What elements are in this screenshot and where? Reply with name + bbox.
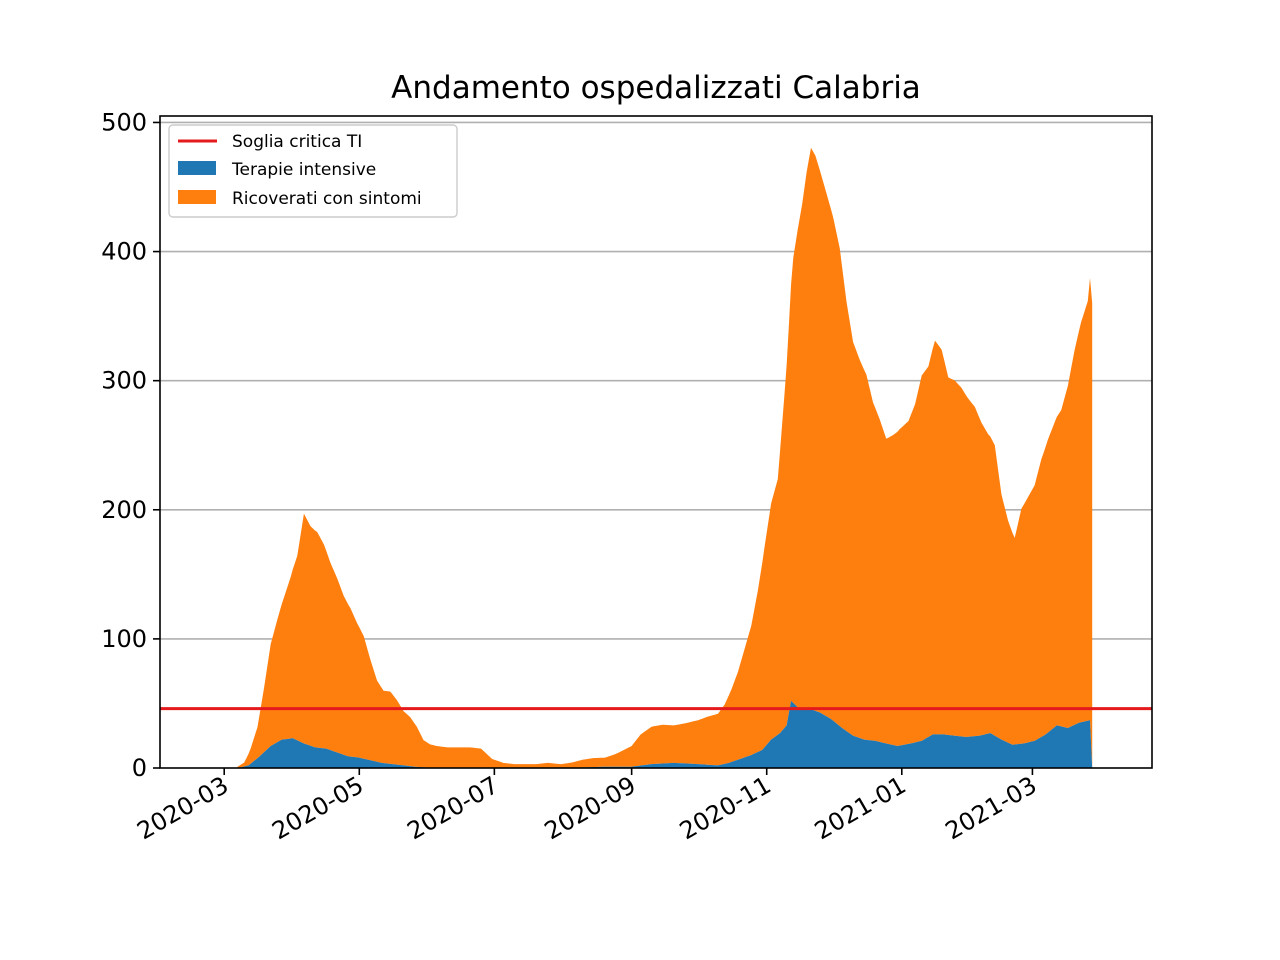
x-tick-label-3: 2020-09 bbox=[540, 771, 641, 845]
y-tick-label-2: 200 bbox=[101, 496, 147, 524]
y-tick-label-4: 400 bbox=[101, 238, 147, 266]
legend-label-soglia: Soglia critica TI bbox=[232, 132, 362, 152]
y-tick-label-1: 100 bbox=[101, 625, 147, 653]
legend-swatch-terapie bbox=[178, 161, 216, 175]
y-axis: 0 100 200 300 400 500 bbox=[101, 108, 160, 782]
plot-frame bbox=[159, 115, 1153, 769]
y-tick-label-5: 500 bbox=[101, 108, 147, 136]
legend-box bbox=[168, 124, 458, 218]
x-tick-label-0: 2020-03 bbox=[132, 771, 233, 845]
x-tick-label-4: 2020-11 bbox=[675, 771, 776, 845]
area-series bbox=[237, 147, 1093, 768]
chart-title: Andamento ospedalizzati Calabria bbox=[391, 70, 921, 106]
x-axis: 2020-03 2020-05 2020-07 2020-09 2020-11 2021-… bbox=[132, 768, 1041, 845]
area-series-0 bbox=[237, 700, 1093, 768]
x-tick-label-1: 2020-05 bbox=[267, 771, 368, 845]
x-tick-label-6: 2021-03 bbox=[941, 771, 1042, 845]
y-tick-label-3: 300 bbox=[101, 367, 147, 395]
legend-label-terapie: Terapie intensive bbox=[231, 160, 376, 180]
x-tick-label-5: 2021-01 bbox=[810, 771, 911, 845]
legend-swatch-ricoverati bbox=[178, 190, 216, 204]
legend-label-ricoverati: Ricoverati con sintomi bbox=[232, 189, 422, 209]
y-tick-label-0: 0 bbox=[132, 754, 147, 782]
area-series-1 bbox=[237, 147, 1093, 768]
x-tick-label-2: 2020-07 bbox=[403, 771, 504, 845]
legend: Soglia critica TI Terapie intensive Rico… bbox=[168, 124, 458, 218]
